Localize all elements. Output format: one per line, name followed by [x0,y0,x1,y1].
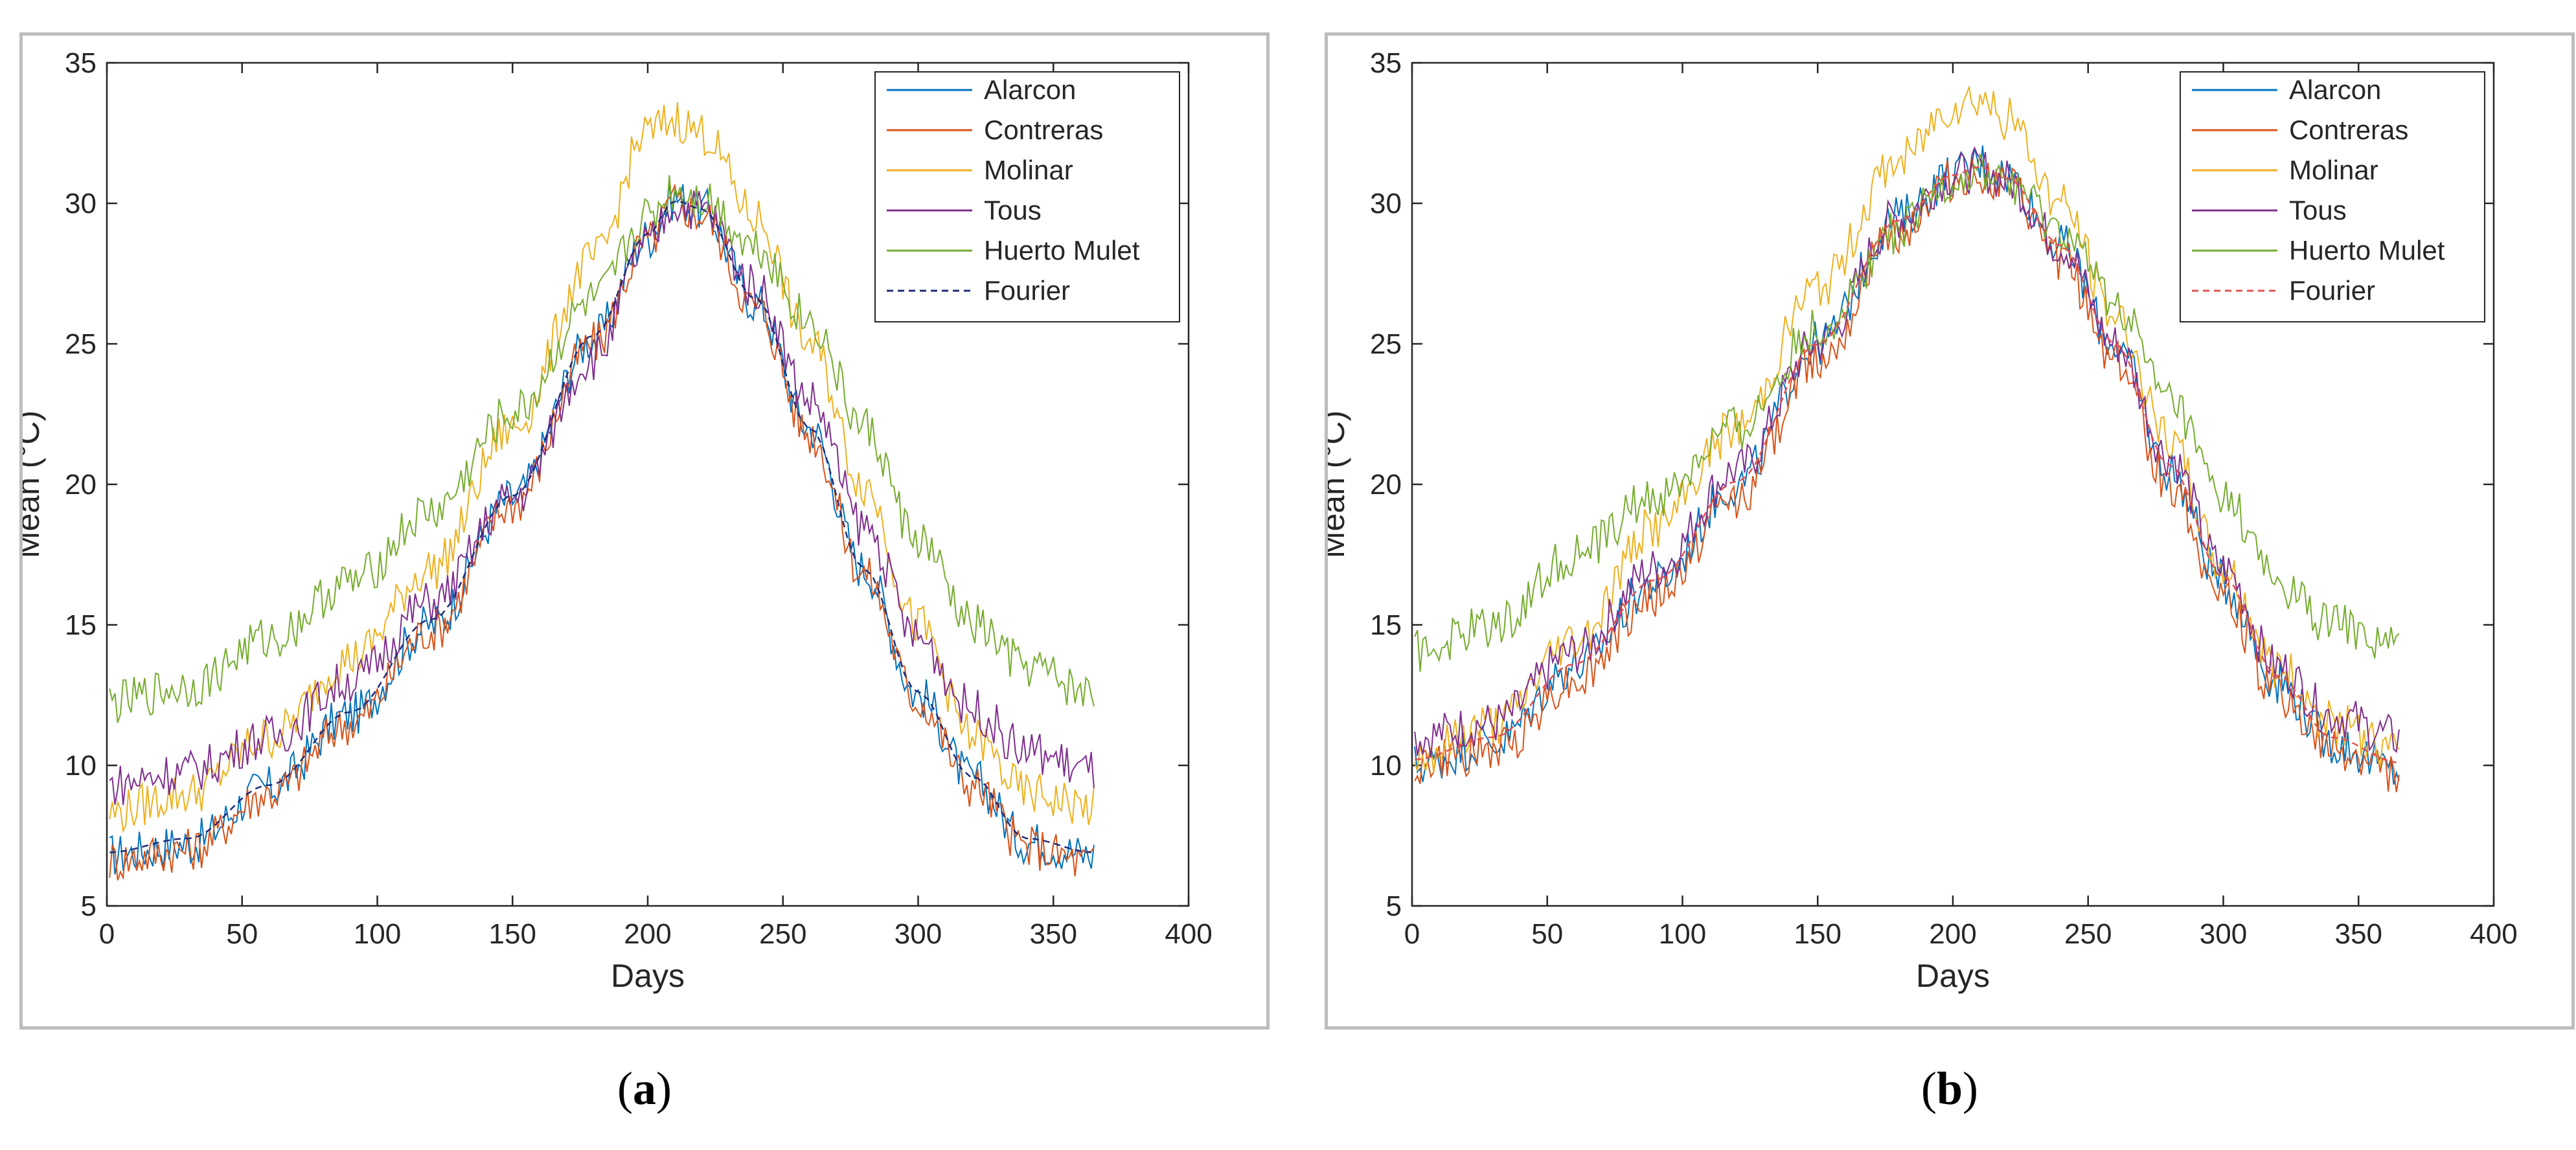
series-line-contreras [1414,157,2400,793]
y-tick-label: 20 [1370,469,1402,501]
legend-label: Alarcon [984,74,1076,105]
y-tick-label: 5 [1386,890,1402,922]
y-tick-label: 25 [1370,328,1402,360]
series-group [109,102,1095,881]
y-tick-label: 20 [65,469,97,501]
y-tick-label: 10 [65,750,97,782]
legend-label: Huerto Mulet [2289,235,2445,265]
y-tick-label: 25 [65,328,97,360]
x-tick-label: 100 [1659,918,1706,950]
chart-b-svg: 0 50 100 150 200 250 300 350 400 5 10 15 20 25 30 35 Day… [1328,47,2518,994]
legend-label: Alarcon [2289,74,2381,105]
series-line-huerto-mulet [1414,152,2400,672]
x-tick-label: 0 [1404,918,1420,950]
series-line-alarcon [1414,145,2400,785]
caption-a: (a) [617,1063,672,1114]
series-group [1414,84,2400,793]
x-tick-label: 50 [226,918,258,950]
legend: Alarcon Contreras Molinar Tous Huerto Mulet F… [874,71,1180,322]
legend-label: Contreras [2289,115,2408,145]
x-tick-label: 50 [1531,918,1563,950]
series-line-contreras [109,183,1095,881]
legend-label: Huerto Mulet [984,235,1140,265]
y-tick-label: 30 [1370,188,1402,220]
x-tick-label: 350 [2335,918,2382,950]
chart-a-svg: 0 50 100 150 200 250 300 350 400 5 10 15 20 25 30 35 Day… [23,47,1213,994]
legend-label: Tous [2289,195,2347,225]
x-tick-label: 150 [489,918,536,950]
series-line-alarcon [109,179,1095,875]
x-tick-label: 350 [1030,918,1077,950]
y-axis-label: Mean (°C) [23,411,46,558]
legend-label: Fourier [984,275,1070,306]
x-tick-label: 300 [2200,918,2247,950]
x-tick-label: 300 [895,918,942,950]
legend: Alarcon Contreras Molinar Tous Huerto Mulet F… [2180,71,2485,322]
legend-label: Fourier [2289,275,2375,306]
x-axis-label: Days [1916,958,1990,994]
x-tick-label: 200 [624,918,671,950]
y-tick-label: 15 [65,609,97,641]
chart-panel-a: 0 50 100 150 200 250 300 350 400 5 10 15 20 25 30 35 Day… [19,32,1270,1030]
y-tick-label: 15 [1370,609,1402,641]
series-line-huerto-mulet [109,175,1095,723]
y-tick-label: 35 [1370,47,1402,79]
y-axis-label: Mean (°C) [1328,411,1351,558]
legend-label: Molinar [984,155,1073,185]
series-line-molinar [109,102,1095,833]
y-tick-label: 5 [81,890,97,922]
chart-panel-b: 0 50 100 150 200 250 300 350 400 5 10 15 20 25 30 35 Day… [1325,32,2575,1030]
legend-label: Contreras [984,115,1103,145]
legend-box [2180,71,2485,322]
x-tick-label: 400 [2470,918,2517,950]
y-tick-label: 30 [65,188,97,220]
x-tick-label: 100 [354,918,401,950]
series-line-molinar [1414,84,2400,773]
x-axis-label: Days [611,958,685,994]
caption-b: (b) [1921,1063,1978,1114]
x-tick-label: 400 [1165,918,1212,950]
y-tick-label: 10 [1370,750,1402,782]
series-line-tous [109,190,1095,806]
legend-label: Tous [984,195,1042,225]
x-tick-label: 200 [1929,918,1976,950]
caption-b-letter: b [1936,1063,1963,1114]
series-line-fourier [109,199,1091,853]
x-tick-label: 150 [1794,918,1841,950]
x-tick-label: 250 [759,918,806,950]
x-tick-label: 250 [2064,918,2112,950]
series-line-fourier [1415,166,2397,763]
legend-label: Molinar [2289,155,2378,185]
legend-box [874,71,1180,322]
caption-a-letter: a [633,1063,656,1114]
y-tick-label: 35 [65,47,97,79]
x-tick-label: 0 [99,918,115,950]
